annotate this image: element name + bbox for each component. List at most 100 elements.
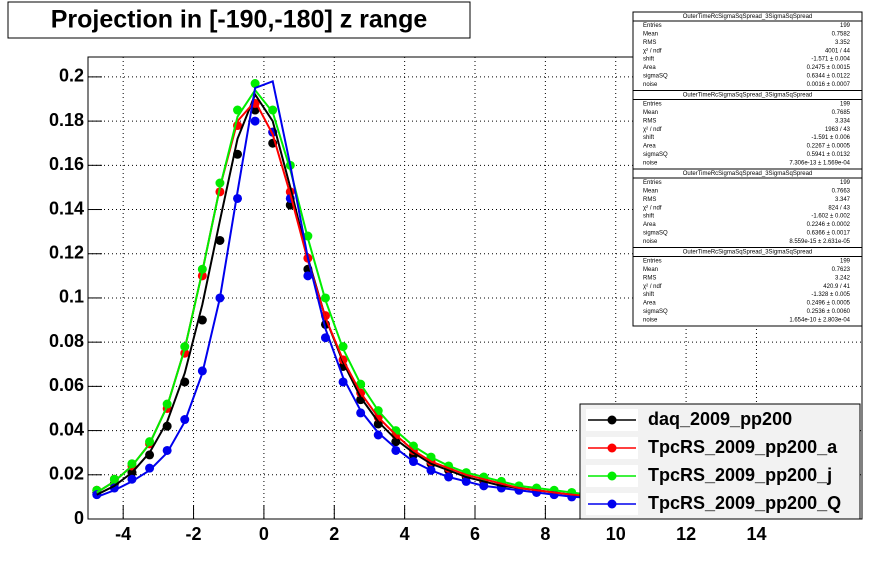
stat-label: noise xyxy=(643,82,658,88)
stat-label: sigmaSQ xyxy=(643,152,668,158)
stat-title: OuterTimeRcSigmaSqSpread_3SigmaSqSpread xyxy=(683,250,813,256)
stat-value: 1963 / 43 xyxy=(825,127,851,133)
x-tick-label: -4 xyxy=(115,524,131,544)
stat-value: 0.7663 xyxy=(832,188,851,194)
x-tick-label: 4 xyxy=(400,524,410,544)
stat-label: χ² / ndf xyxy=(643,284,662,290)
stat-value: 0.6366 ± 0.0017 xyxy=(807,230,851,236)
title-box xyxy=(7,1,471,39)
stat-label: RMS xyxy=(643,275,656,281)
stat-value: 4001 / 44 xyxy=(825,48,851,54)
stat-value: 0.2496 ± 0.0005 xyxy=(807,301,851,307)
stat-value: -1.571 ± 0.004 xyxy=(811,57,850,63)
stat-label: shift xyxy=(643,292,654,298)
stat-value: 3.347 xyxy=(835,197,851,203)
data-point xyxy=(215,235,225,245)
data-point xyxy=(373,430,383,440)
legend-label: daq_2009_pp200 xyxy=(648,409,792,429)
stat-label: Area xyxy=(643,144,656,150)
stat-label: χ² / ndf xyxy=(643,127,662,133)
data-point xyxy=(373,419,383,429)
y-tick-label: 0.1 xyxy=(59,287,84,307)
stat-value: -1.591 ± 0.006 xyxy=(811,135,850,141)
stat-box xyxy=(632,168,863,248)
data-point xyxy=(391,445,401,455)
data-point xyxy=(127,459,137,469)
stat-value: 0.7623 xyxy=(832,267,851,273)
stat-label: shift xyxy=(643,135,654,141)
stat-value: 199 xyxy=(840,23,851,29)
stat-value: 0.2267 ± 0.0005 xyxy=(807,144,851,150)
data-point xyxy=(391,437,401,447)
x-tick-label: -2 xyxy=(186,524,202,544)
stat-title: OuterTimeRcSigmaSqSpread_3SigmaSqSpread xyxy=(683,93,813,99)
stat-value: 420.9 / 41 xyxy=(823,284,850,290)
stat-value: 0.2246 ± 0.0002 xyxy=(807,222,851,228)
y-tick-label: 0.16 xyxy=(49,154,84,174)
stat-value: 8.559e-15 ± 2.631e-05 xyxy=(789,239,850,245)
stat-label: sigmaSQ xyxy=(643,309,668,315)
stat-label: shift xyxy=(643,57,654,63)
y-tick-label: 0.06 xyxy=(49,375,84,395)
stat-value: 0.0016 ± 0.0007 xyxy=(807,82,851,88)
stat-value: 1.654e-10 ± 2.803e-04 xyxy=(789,317,850,323)
stat-label: Area xyxy=(643,301,656,307)
y-tick-label: 0.08 xyxy=(49,331,84,351)
stat-value: 3.352 xyxy=(835,40,851,46)
stat-value: 199 xyxy=(840,102,851,108)
stat-value: 0.6344 ± 0.0122 xyxy=(807,73,851,79)
stat-label: sigmaSQ xyxy=(643,73,668,79)
legend-label: TpcRS_2009_pp200_a xyxy=(648,437,838,457)
stat-label: Entries xyxy=(643,259,662,265)
stat-value: 199 xyxy=(840,259,851,265)
stat-label: shift xyxy=(643,214,654,220)
stat-box xyxy=(632,90,863,170)
legend-label: TpcRS_2009_pp200_j xyxy=(648,465,832,485)
y-tick-label: 0.02 xyxy=(49,464,84,484)
data-point xyxy=(250,116,260,126)
stat-label: sigmaSQ xyxy=(643,230,668,236)
stat-value: 3.242 xyxy=(835,275,851,281)
y-tick-label: 0 xyxy=(74,508,84,528)
data-point xyxy=(197,315,207,325)
stat-value: 0.7685 xyxy=(832,110,851,116)
data-point xyxy=(250,105,260,115)
fit-line xyxy=(96,79,607,501)
y-tick-label: 0.14 xyxy=(49,198,84,218)
stat-label: Mean xyxy=(643,31,658,37)
y-tick-label: 0.12 xyxy=(49,242,84,262)
data-point xyxy=(356,408,366,418)
stat-label: noise xyxy=(643,239,658,245)
x-tick-label: 6 xyxy=(470,524,480,544)
stat-label: RMS xyxy=(643,40,656,46)
x-tick-label: 0 xyxy=(259,524,269,544)
data-point xyxy=(303,271,313,281)
stat-label: Entries xyxy=(643,23,662,29)
stat-label: Mean xyxy=(643,267,658,273)
data-point xyxy=(268,105,278,115)
stat-value: -1.602 ± 0.002 xyxy=(811,214,850,220)
stat-value: -1.328 ± 0.005 xyxy=(811,292,850,298)
y-tick-label: 0.18 xyxy=(49,110,84,130)
legend-marker xyxy=(607,443,617,453)
stat-label: RMS xyxy=(643,118,656,124)
x-tick-label: 12 xyxy=(676,524,696,544)
stat-label: Area xyxy=(643,65,656,71)
stat-label: noise xyxy=(643,160,658,166)
y-tick-label: 0.04 xyxy=(49,419,84,439)
chart-title: Projection in [-190,-180] z range xyxy=(51,6,428,34)
stat-value: 199 xyxy=(840,180,851,186)
stat-label: Mean xyxy=(643,110,658,116)
stat-label: RMS xyxy=(643,197,656,203)
fit-line xyxy=(96,88,607,497)
stat-box xyxy=(632,247,863,327)
stat-label: χ² / ndf xyxy=(643,205,662,211)
stat-label: noise xyxy=(643,317,658,323)
stat-title: OuterTimeRcSigmaSqSpread_3SigmaSqSpread xyxy=(683,14,813,20)
stat-value: 824 / 43 xyxy=(828,205,850,211)
x-tick-label: 10 xyxy=(606,524,626,544)
data-point xyxy=(109,474,119,484)
legend-marker xyxy=(607,415,617,425)
x-tick-label: 8 xyxy=(540,524,550,544)
